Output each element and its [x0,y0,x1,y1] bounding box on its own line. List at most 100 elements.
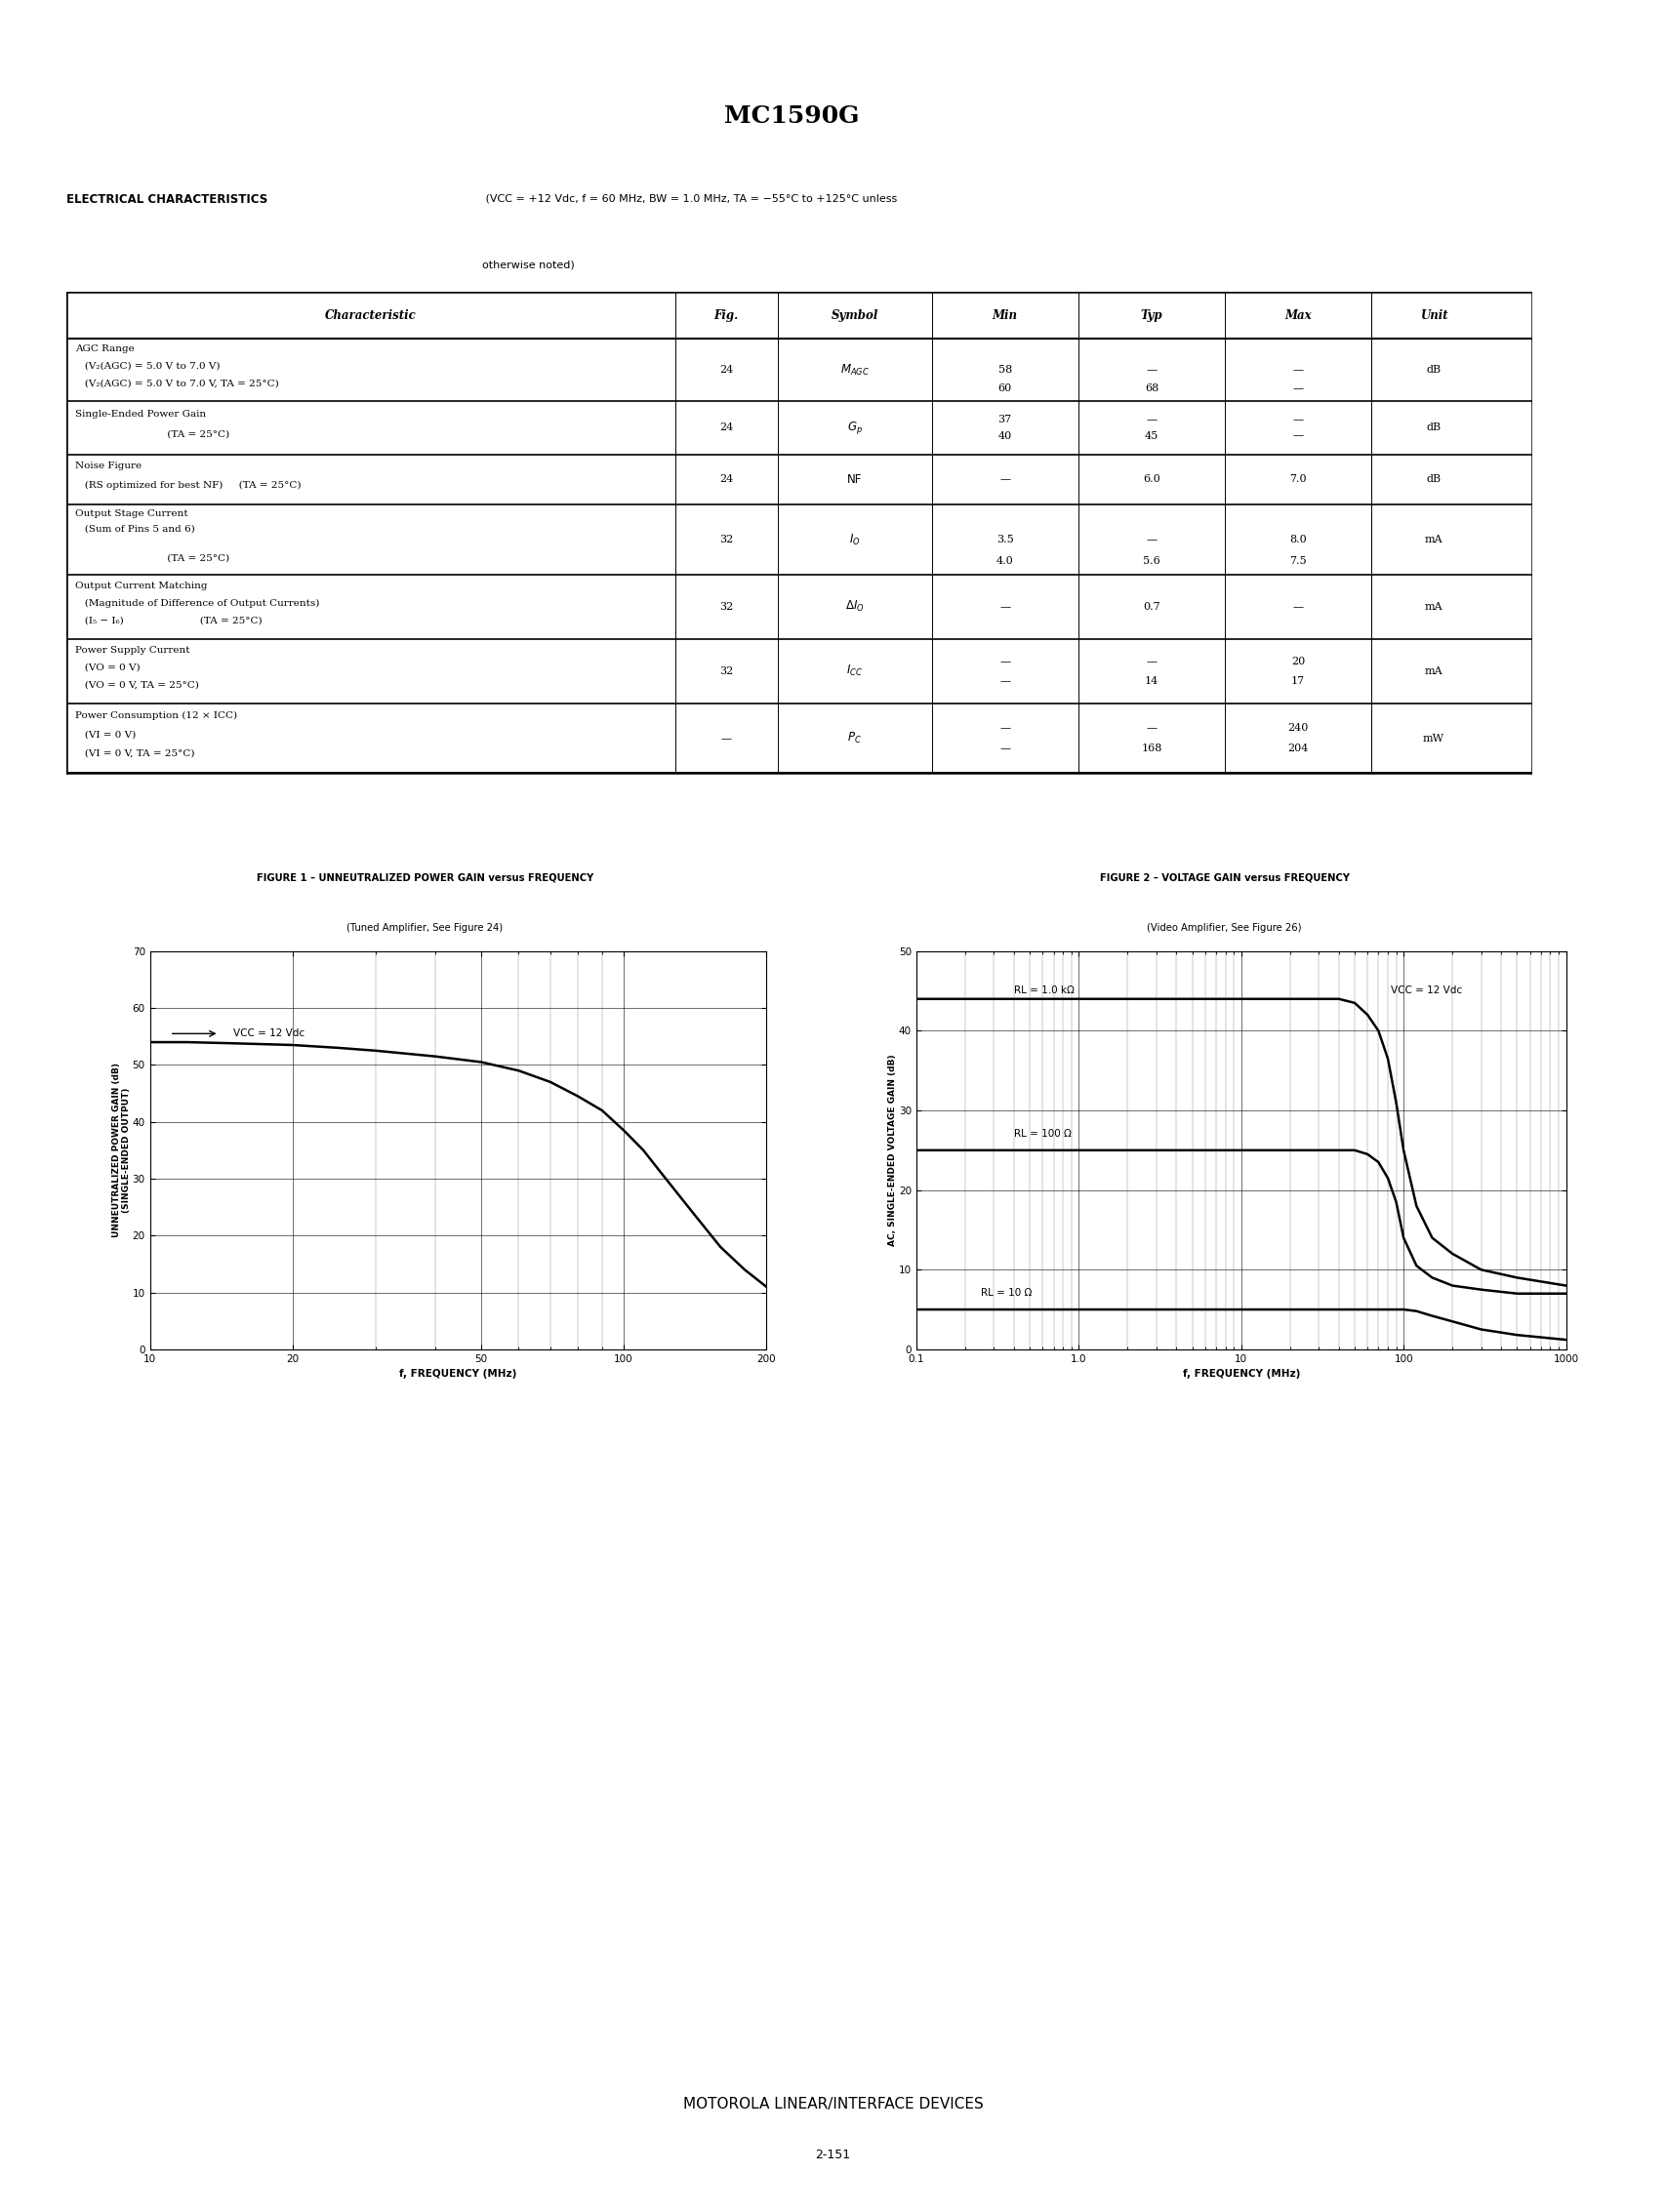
Text: 20: 20 [1291,657,1304,666]
Text: —: — [1146,723,1156,732]
Text: 6.0: 6.0 [1143,476,1160,484]
Text: $P_C$: $P_C$ [848,730,861,745]
Text: (TA = 25°C): (TA = 25°C) [75,553,230,562]
Text: (RS optimized for best NF)     (TA = 25°C): (RS optimized for best NF) (TA = 25°C) [75,480,302,489]
Text: 5.6: 5.6 [1143,555,1160,566]
Text: (TA = 25°C): (TA = 25°C) [75,429,230,438]
Text: —: — [1146,416,1156,425]
Text: —: — [1000,723,1010,732]
Text: —: — [1146,535,1156,544]
Text: 204: 204 [1288,743,1308,754]
Text: —: — [1293,431,1303,440]
X-axis label: f, FREQUENCY (MHz): f, FREQUENCY (MHz) [1183,1369,1299,1378]
Text: mW: mW [1423,734,1444,743]
Text: —: — [1000,476,1010,484]
Text: 24: 24 [720,422,733,434]
Text: —: — [1293,602,1303,613]
Text: 2-151: 2-151 [815,2148,851,2161]
Text: (VI = 0 V, TA = 25°C): (VI = 0 V, TA = 25°C) [75,750,195,759]
Text: MC1590G: MC1590G [723,104,860,128]
Text: NF: NF [846,473,863,487]
Text: Noise Figure: Noise Figure [75,462,142,471]
Text: (V₂(AGC) = 5.0 V to 7.0 V): (V₂(AGC) = 5.0 V to 7.0 V) [75,363,220,372]
Text: (Video Amplifier, See Figure 26): (Video Amplifier, See Figure 26) [1148,925,1301,933]
Text: $I_{CC}$: $I_{CC}$ [846,664,863,679]
Text: $G_p$: $G_p$ [846,420,863,436]
Text: RL = 100 Ω: RL = 100 Ω [1013,1128,1071,1139]
Text: (Sum of Pins 5 and 6): (Sum of Pins 5 and 6) [75,524,195,533]
Text: Single-Ended Power Gain: Single-Ended Power Gain [75,409,207,418]
Text: 68: 68 [1145,383,1158,394]
Text: otherwise noted): otherwise noted) [481,259,575,270]
Text: 37: 37 [998,416,1011,425]
Text: 32: 32 [720,602,733,613]
Text: 8.0: 8.0 [1289,535,1306,544]
Text: Power Supply Current: Power Supply Current [75,646,190,655]
Text: dB: dB [1426,365,1441,374]
Text: 3.5: 3.5 [996,535,1013,544]
Text: (VO = 0 V, TA = 25°C): (VO = 0 V, TA = 25°C) [75,681,200,690]
Text: Unit: Unit [1419,310,1448,321]
Text: 17: 17 [1291,677,1304,686]
Text: mA: mA [1424,666,1443,677]
Text: RL = 10 Ω: RL = 10 Ω [981,1287,1033,1298]
Text: RL = 1.0 kΩ: RL = 1.0 kΩ [1013,984,1075,995]
Text: —: — [1000,602,1010,613]
Text: Max: Max [1284,310,1311,321]
Text: Output Stage Current: Output Stage Current [75,509,188,518]
Text: —: — [1000,657,1010,666]
Text: mA: mA [1424,535,1443,544]
Text: (Magnitude of Difference of Output Currents): (Magnitude of Difference of Output Curre… [75,599,320,608]
Text: —: — [1146,365,1156,374]
Text: (VI = 0 V): (VI = 0 V) [75,730,137,739]
Text: Min: Min [993,310,1018,321]
Text: (V₂(AGC) = 5.0 V to 7.0 V, TA = 25°C): (V₂(AGC) = 5.0 V to 7.0 V, TA = 25°C) [75,378,280,387]
Text: 2: 2 [1581,422,1609,462]
Text: $I_O$: $I_O$ [850,533,860,546]
Text: Typ: Typ [1141,310,1163,321]
Text: 32: 32 [720,535,733,544]
Text: —: — [1293,416,1303,425]
Text: Fig.: Fig. [715,310,738,321]
Text: 58: 58 [998,365,1011,374]
Text: —: — [1146,657,1156,666]
Text: 240: 240 [1288,723,1308,732]
Text: Power Consumption (12 × ICC): Power Consumption (12 × ICC) [75,710,238,719]
Text: (VO = 0 V): (VO = 0 V) [75,664,140,672]
Text: dB: dB [1426,476,1441,484]
Text: —: — [721,734,731,743]
Text: Output Current Matching: Output Current Matching [75,582,208,591]
Text: —: — [1293,365,1303,374]
Text: 4.0: 4.0 [996,555,1013,566]
Text: 0.7: 0.7 [1143,602,1160,613]
Text: $M_{AGC}$: $M_{AGC}$ [840,363,870,376]
X-axis label: f, FREQUENCY (MHz): f, FREQUENCY (MHz) [400,1369,516,1378]
Text: —: — [1000,743,1010,754]
Text: 7.5: 7.5 [1289,555,1306,566]
Text: dB: dB [1426,422,1441,434]
Text: (I₅ − I₆)                        (TA = 25°C): (I₅ − I₆) (TA = 25°C) [75,617,263,626]
Text: 45: 45 [1145,431,1158,440]
Text: 168: 168 [1141,743,1161,754]
Text: 14: 14 [1145,677,1158,686]
Text: 24: 24 [720,476,733,484]
Text: VCC = 12 Vdc: VCC = 12 Vdc [233,1029,305,1037]
Text: Characteristic: Characteristic [325,310,416,321]
Text: 24: 24 [720,365,733,374]
Text: (Tuned Amplifier, See Figure 24): (Tuned Amplifier, See Figure 24) [347,925,503,933]
Text: AGC Range: AGC Range [75,345,135,354]
Text: —: — [1293,383,1303,394]
Text: 40: 40 [998,431,1011,440]
Text: FIGURE 2 – VOLTAGE GAIN versus FREQUENCY: FIGURE 2 – VOLTAGE GAIN versus FREQUENCY [1100,874,1349,883]
Text: $\Delta I_O$: $\Delta I_O$ [845,599,865,615]
Text: MOTOROLA LINEAR/INTERFACE DEVICES: MOTOROLA LINEAR/INTERFACE DEVICES [683,2097,983,2112]
Text: ELECTRICAL CHARACTERISTICS: ELECTRICAL CHARACTERISTICS [67,195,268,206]
Text: Symbol: Symbol [831,310,878,321]
Y-axis label: UNNEUTRALIZED POWER GAIN (dB)
(SINGLE-ENDED OUTPUT): UNNEUTRALIZED POWER GAIN (dB) (SINGLE-EN… [112,1064,132,1237]
Y-axis label: AC, SINGLE-ENDED VOLTAGE GAIN (dB): AC, SINGLE-ENDED VOLTAGE GAIN (dB) [888,1055,898,1245]
Text: (VCC = +12 Vdc, f = 60 MHz, BW = 1.0 MHz, TA = −55°C to +125°C unless: (VCC = +12 Vdc, f = 60 MHz, BW = 1.0 MHz… [481,195,896,204]
Text: 60: 60 [998,383,1011,394]
Text: VCC = 12 Vdc: VCC = 12 Vdc [1391,984,1463,995]
Text: mA: mA [1424,602,1443,613]
Text: 7.0: 7.0 [1289,476,1306,484]
